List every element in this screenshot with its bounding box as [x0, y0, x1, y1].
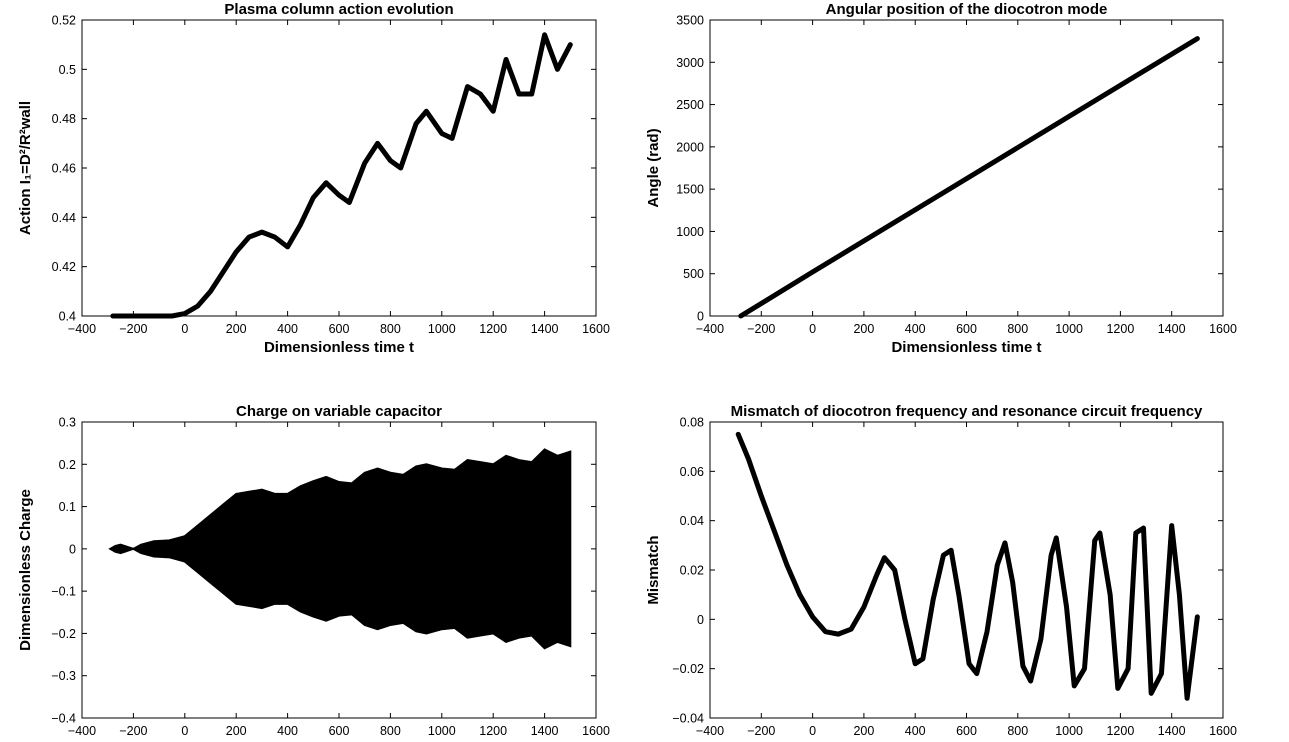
x-tick-label: 1000: [1055, 322, 1083, 336]
y-tick-label: 0.04: [680, 514, 704, 528]
subplot-2: −400 −200 0 200 400 600 800 1000 1200 1400 1600 0 50…: [645, 1, 1237, 356]
x-tick-label: 1200: [1106, 322, 1134, 336]
y-axis-label: Action I₁=D²/R²wall: [17, 101, 34, 235]
y-tick-label: 0.5: [59, 63, 76, 77]
x-tick-label: 1600: [1209, 322, 1237, 336]
y-tick-label: 0.52: [52, 14, 76, 28]
subplot-1: −400 −200 0 200 400 600 800 1000 1200 1400 1600 0.4…: [17, 1, 610, 356]
subplot-4: −400 −200 0 200 400 600 800 1000 1200 1400 1600 −0.…: [645, 403, 1237, 742]
x-tick-label: −200: [747, 322, 775, 336]
x-tick-label: 600: [956, 322, 977, 336]
x-tick-label: 1600: [582, 322, 610, 336]
y-tick-label: 0: [697, 310, 704, 324]
y-tick-label: 0: [69, 542, 76, 556]
y-tick-label: 500: [683, 267, 704, 281]
y-tick-label: 0.44: [52, 211, 76, 225]
y-tick-label: −0.4: [51, 712, 76, 726]
x-tick-label: 1200: [1106, 724, 1134, 738]
x-tick-label: 600: [329, 724, 350, 738]
x-tick-label: 1000: [1055, 724, 1083, 738]
y-tick-label: −0.02: [672, 662, 704, 676]
x-tick-label: 1000: [428, 322, 456, 336]
x-tick-label: 1400: [531, 322, 559, 336]
x-axis-label: Dimensionless time t: [891, 339, 1041, 356]
y-tick-label: 3500: [676, 14, 704, 28]
x-tick-label: 600: [329, 322, 350, 336]
x-tick-label: 0: [809, 724, 816, 738]
y-axis-label: Angle (rad): [645, 128, 662, 207]
x-tick-label: 1200: [479, 322, 507, 336]
y-tick-label: 1500: [676, 183, 704, 197]
y-tick-label: 0.02: [680, 564, 704, 578]
x-tick-label: 800: [380, 724, 401, 738]
chart-title: Charge on variable capacitor: [236, 403, 442, 420]
y-tick-label: −0.1: [51, 585, 76, 599]
x-tick-label: −200: [119, 724, 147, 738]
y-tick-label: 2000: [676, 140, 704, 154]
charge-envelope: [108, 448, 572, 650]
x-tick-label: 400: [277, 724, 298, 738]
subplot-3: −400 −200 0 200 400 600 800 1000 1200 1400 1600 −0.…: [17, 403, 610, 742]
x-tick-label: 800: [1007, 322, 1028, 336]
x-tick-label: 0: [181, 724, 188, 738]
x-tick-label: 200: [226, 322, 247, 336]
series-line: [110, 32, 573, 319]
x-tick-label: −400: [68, 322, 96, 336]
series-line: [735, 431, 1200, 701]
x-tick-label: 200: [226, 724, 247, 738]
y-tick-label: 3000: [676, 56, 704, 70]
axes-box: [709, 19, 1224, 317]
x-tick-label: 1600: [582, 724, 610, 738]
x-tick-label: 600: [956, 724, 977, 738]
x-tick-label: −200: [747, 724, 775, 738]
x-tick-label: 0: [809, 322, 816, 336]
y-tick-label: −0.3: [51, 669, 76, 683]
y-axis-label: Mismatch: [645, 535, 662, 604]
x-tick-label: 1400: [1158, 322, 1186, 336]
x-tick-label: −200: [119, 322, 147, 336]
y-tick-label: 0.06: [680, 465, 704, 479]
y-tick-label: 1000: [676, 225, 704, 239]
chart-title: Mismatch of diocotron frequency and reso…: [731, 403, 1203, 420]
x-tick-label: 400: [905, 322, 926, 336]
x-tick-label: 800: [1007, 724, 1028, 738]
y-tick-label: 0.1: [59, 500, 76, 514]
axes-box: [81, 19, 597, 317]
x-tick-label: 1400: [1158, 724, 1186, 738]
y-tick-label: 0.2: [59, 458, 76, 472]
y-tick-label: 0.3: [59, 416, 76, 430]
y-tick-label: 2500: [676, 98, 704, 112]
y-tick-label: −0.04: [672, 712, 704, 726]
x-tick-label: −400: [696, 724, 724, 738]
y-tick-label: 0.08: [680, 416, 704, 430]
x-tick-label: −400: [696, 322, 724, 336]
x-tick-label: 1000: [428, 724, 456, 738]
x-tick-label: 1600: [1209, 724, 1237, 738]
y-tick-label: 0.42: [52, 260, 76, 274]
y-tick-label: 0.46: [52, 162, 76, 176]
y-tick-label: 0.4: [59, 310, 76, 324]
x-tick-label: 0: [181, 322, 188, 336]
x-tick-label: 400: [905, 724, 926, 738]
x-tick-label: 800: [380, 322, 401, 336]
series-line: [738, 36, 1200, 319]
x-tick-label: 400: [277, 322, 298, 336]
x-axis-label: Dimensionless time t: [264, 339, 414, 356]
chart-title: Plasma column action evolution: [224, 1, 453, 18]
y-tick-label: 0.48: [52, 112, 76, 126]
y-tick-label: 0: [697, 613, 704, 627]
y-tick-label: −0.2: [51, 627, 76, 641]
x-tick-label: −400: [68, 724, 96, 738]
x-tick-label: 200: [853, 322, 874, 336]
x-tick-label: 1200: [479, 724, 507, 738]
y-axis-label: Dimensionless Charge: [17, 489, 34, 651]
x-tick-label: 1400: [531, 724, 559, 738]
chart-title: Angular position of the diocotron mode: [826, 1, 1108, 18]
x-tick-label: 200: [853, 724, 874, 738]
